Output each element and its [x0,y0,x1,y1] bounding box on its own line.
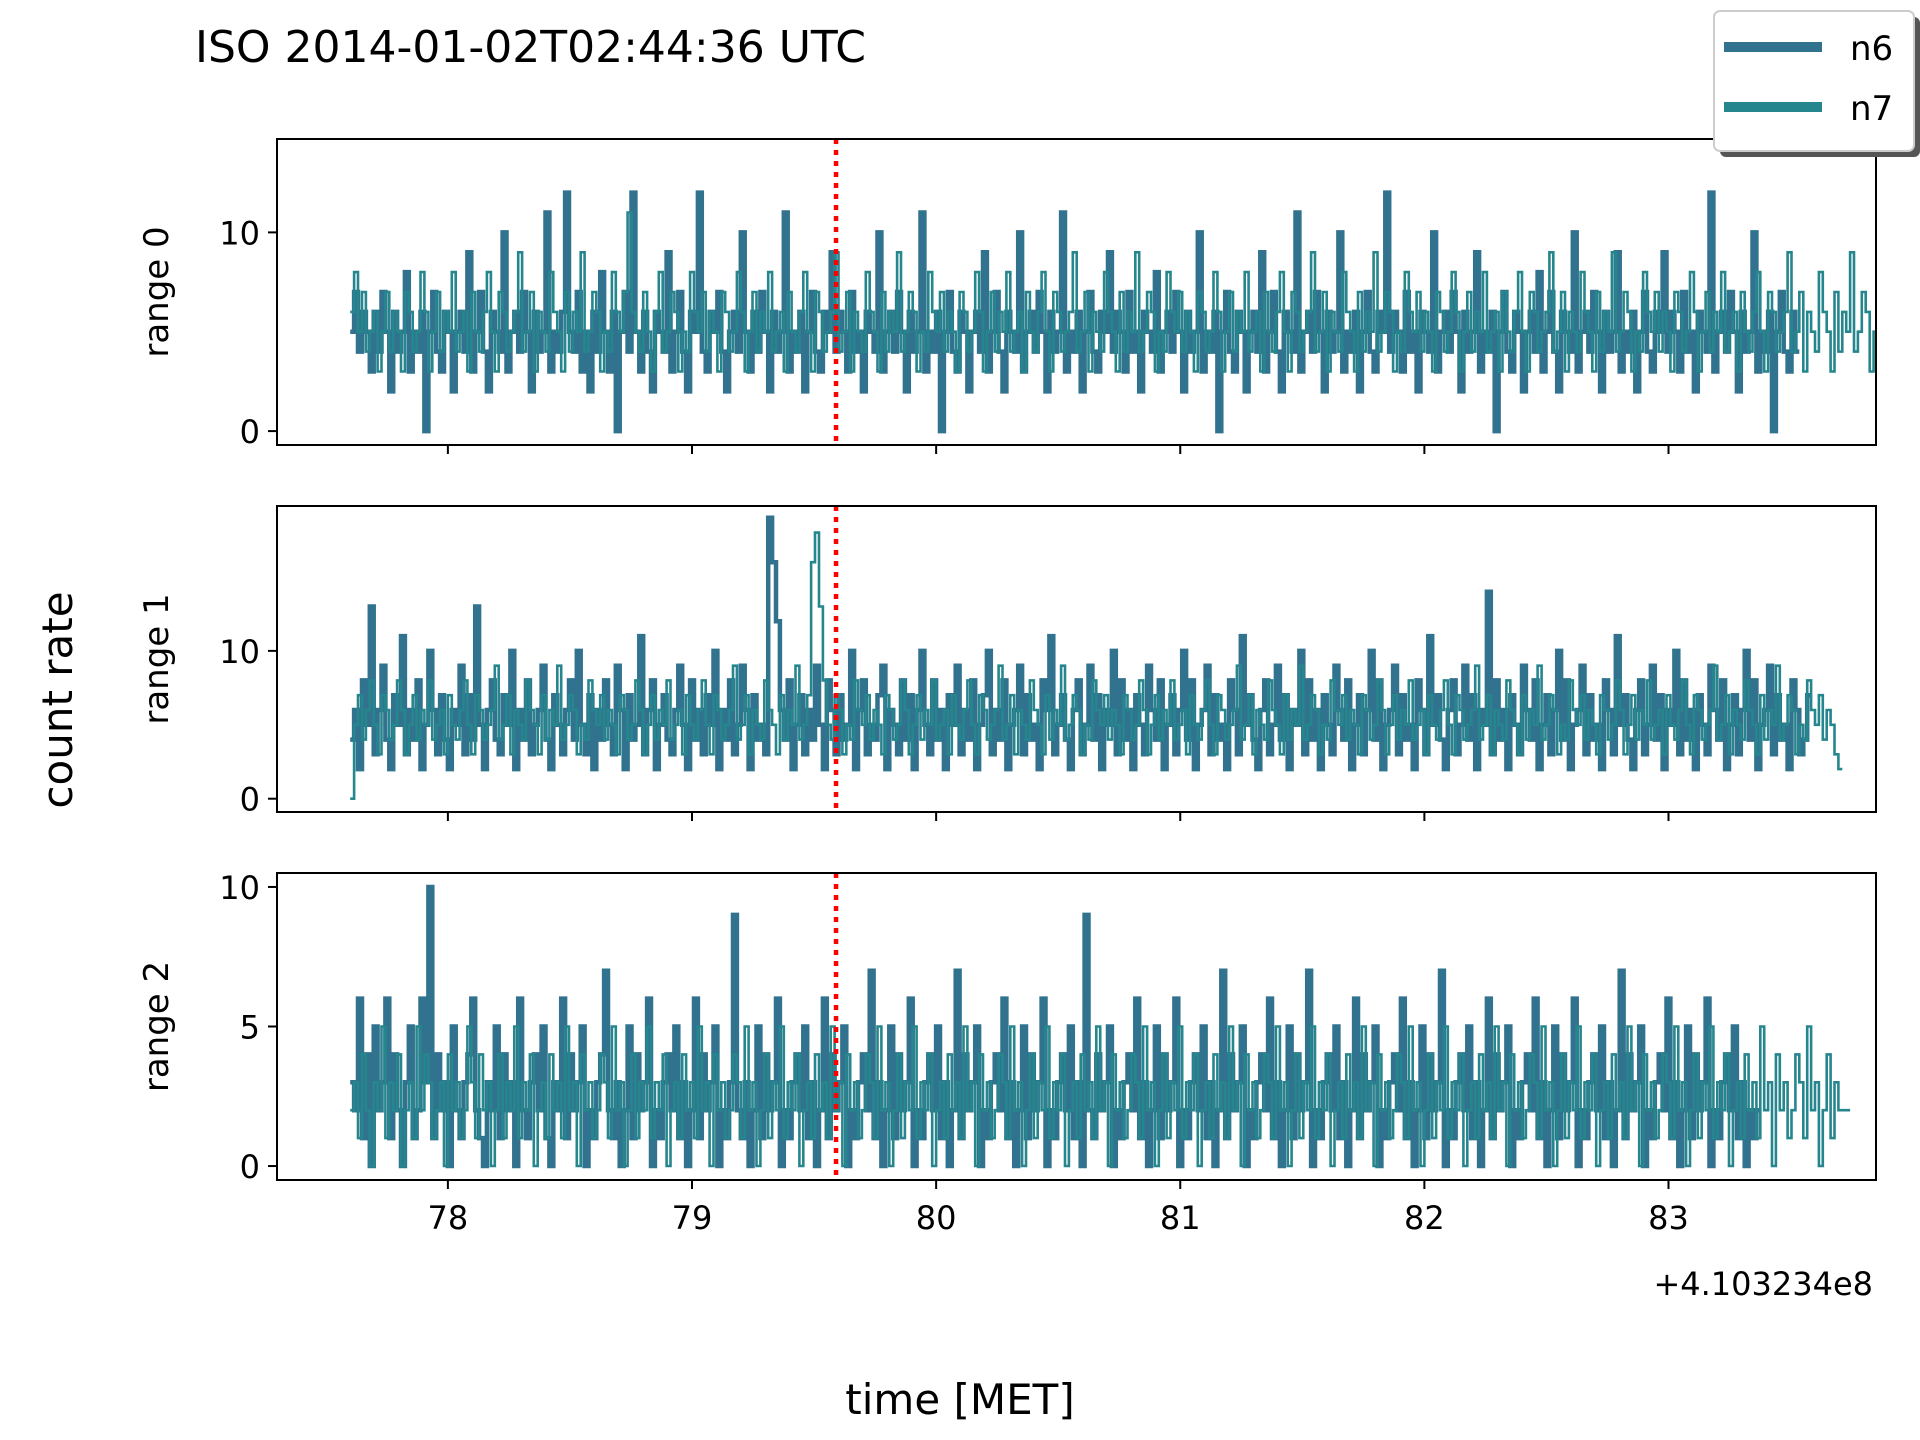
series-n7-line [350,531,1843,800]
panels: 0 10 range 0 0 10 range 1 0 5 10 78 79 80 81 82 83 rang… [137,138,1877,1237]
series-n7-line [350,1025,1851,1168]
panel-1: 0 10 range 1 [137,505,1877,821]
y-tick-label: 10 [219,214,260,252]
x-tick-label: 82 [1404,1199,1445,1237]
axes-frame [276,505,1877,813]
y-tick-label: 10 [219,633,260,671]
x-tick-label: 81 [1160,1199,1201,1237]
x-tick-label: 79 [672,1199,713,1237]
y-tick-label: 5 [240,1009,260,1047]
x-tick-label: 78 [428,1199,469,1237]
x-tick-label: 80 [916,1199,957,1237]
x-offset-label: +4.103234e8 [1653,1265,1873,1303]
legend: n6 n7 [1713,10,1920,157]
panel-y-label: range 2 [137,961,177,1092]
axes-frame [276,138,1877,446]
y-tick-label: 10 [219,869,260,907]
series-n6-line [350,884,1761,1169]
x-tick-label: 83 [1648,1199,1689,1237]
legend-label-n7: n7 [1850,89,1893,129]
panel-0: 0 10 range 0 [137,138,1877,454]
panel-y-label: range 0 [137,226,177,357]
y-tick-label: 0 [240,413,260,451]
y-axis-label: count rate [33,591,82,808]
panel-y-label: range 1 [137,593,177,724]
series-n6-line [350,190,1800,434]
series-n7-line [350,211,1876,373]
figure-title: ISO 2014-01-02T02:44:36 UTC [195,22,866,73]
y-tick-label: 0 [240,1148,260,1186]
x-axis-label: time [MET] [845,1375,1074,1424]
y-tick-label: 0 [240,781,260,819]
legend-label-n6: n6 [1850,29,1893,69]
panel-2: 0 5 10 78 79 80 81 82 83 range 2 [137,869,1877,1237]
